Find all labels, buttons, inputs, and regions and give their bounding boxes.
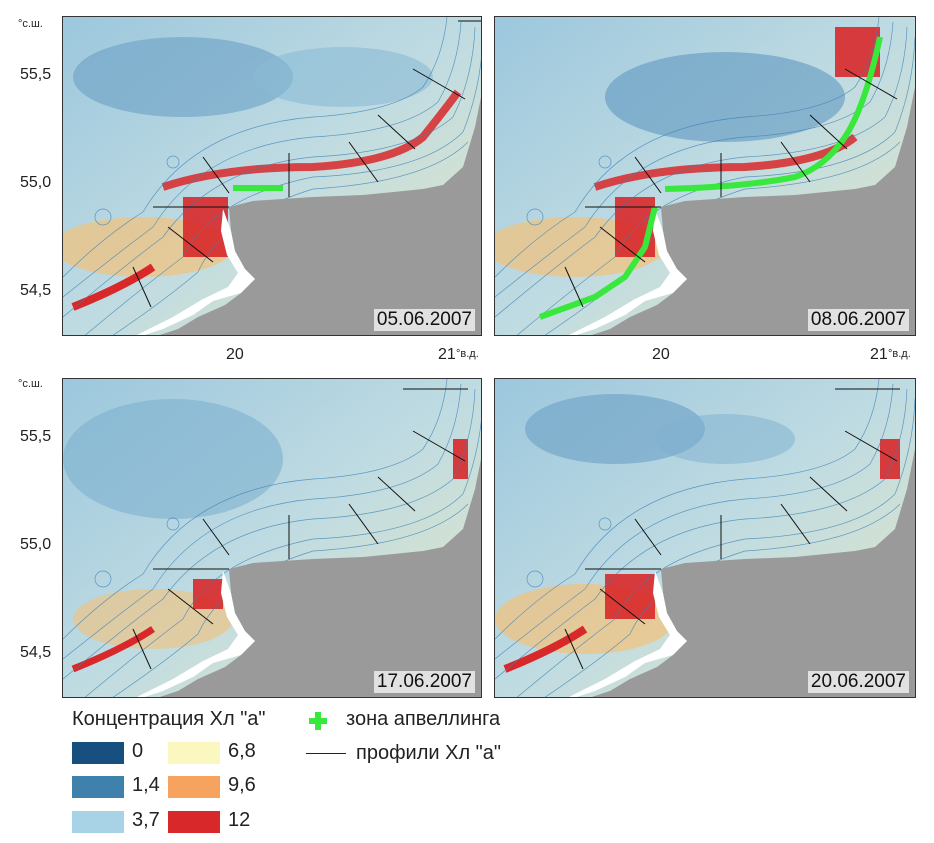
lon-tick: 21 — [438, 346, 456, 363]
map-panel-1: 05.06.2007 — [62, 16, 482, 336]
lon-tick: 20 — [652, 346, 670, 363]
panel-date: 17.06.2007 — [373, 671, 475, 693]
map-panel-3: 17.06.2007 — [62, 378, 482, 698]
legend-label: 12 — [228, 809, 251, 831]
upwelling-symbol — [309, 712, 327, 730]
map-panel-2: 08.06.2007 — [494, 16, 916, 336]
upwelling-label: зона апвеллинга — [346, 708, 501, 730]
profile-line-symbol — [306, 753, 346, 754]
lon-tick: 21 — [870, 346, 888, 363]
legend-label: 0 — [132, 740, 144, 762]
legend-swatch — [72, 776, 124, 798]
legend-swatch — [168, 742, 220, 764]
lat-unit-label: °с.ш. — [18, 18, 43, 30]
panel-date: 05.06.2007 — [373, 309, 475, 331]
lon-unit-label: °в.д. — [456, 348, 479, 360]
lat-tick: 55,5 — [20, 66, 52, 83]
lat-tick: 55,5 — [20, 428, 52, 445]
lon-unit-label: °в.д. — [888, 348, 911, 360]
lat-unit-label: °с.ш. — [18, 378, 43, 390]
legend-label: 6,8 — [228, 740, 256, 762]
legend-title: Концентрация Хл "а" — [72, 708, 266, 730]
profiles-label: профили Хл "а" — [356, 742, 501, 764]
lat-tick: 54,5 — [20, 644, 52, 661]
legend-label: 3,7 — [132, 809, 160, 831]
map-panel-4: 20.06.2007 — [494, 378, 916, 698]
lat-tick: 55,0 — [20, 536, 52, 553]
legend-swatch — [72, 811, 124, 833]
lat-tick: 55,0 — [20, 174, 52, 191]
lat-tick: 54,5 — [20, 282, 52, 299]
panel-date: 20.06.2007 — [807, 671, 909, 693]
legend-swatch — [168, 811, 220, 833]
legend-label: 9,6 — [228, 774, 256, 796]
legend-swatch — [72, 742, 124, 764]
panel-date: 08.06.2007 — [807, 309, 909, 331]
lon-tick: 20 — [226, 346, 244, 363]
legend-label: 1,4 — [132, 774, 160, 796]
legend-swatch — [168, 776, 220, 798]
